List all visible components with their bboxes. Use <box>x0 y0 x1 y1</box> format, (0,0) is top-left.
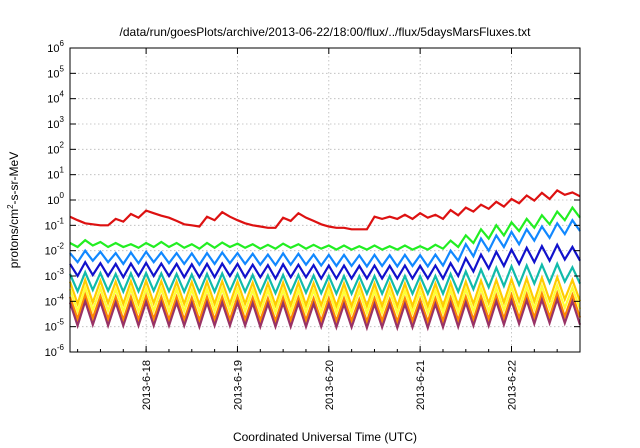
y-tick-label: 104 <box>47 90 64 106</box>
series-line <box>69 218 581 269</box>
y-tick-label: 105 <box>47 64 64 80</box>
series-line <box>69 242 581 281</box>
series-line <box>68 289 582 325</box>
y-axis-label: protons/cm2-s-sr-MeV <box>6 152 21 268</box>
y-tick-label: 100 <box>47 191 64 207</box>
series-line <box>68 273 582 310</box>
x-tick-label: 2013-6-18 <box>141 360 153 410</box>
y-tick-label: 106 <box>47 39 64 55</box>
y-axis-label-before: protons/cm <box>7 209 21 268</box>
y-tick-label: 102 <box>47 140 64 156</box>
x-axis-label: Coordinated Universal Time (UTC) <box>233 430 417 444</box>
series-line <box>68 295 582 332</box>
y-tick-label: 10-2 <box>45 242 65 258</box>
series-line <box>68 282 582 317</box>
y-tick-label: 10-1 <box>45 216 65 232</box>
series-line <box>69 188 581 231</box>
series-line <box>68 261 581 297</box>
y-tick-label: 10-5 <box>45 318 65 334</box>
series-layer <box>68 188 582 332</box>
y-tick-label: 10-6 <box>45 343 65 359</box>
y-axis-label-sup: 2 <box>6 204 15 209</box>
chart-title: /data/run/goesPlots/archive/2013-06-22/1… <box>120 25 532 39</box>
y-tick-label: 101 <box>47 166 64 182</box>
x-axis: 2013-6-18 2013-6-19 2013-6-20 2013-6-21 2013… <box>77 48 581 410</box>
y-axis: 10-6 10-5 10-4 10-3 10-2 10-1 100 101 102 103 104 1… <box>45 39 580 359</box>
y-tick-label: 103 <box>47 115 64 131</box>
y-tick-label: 10-3 <box>45 267 65 283</box>
x-tick-label: 2013-6-19 <box>232 360 244 410</box>
y-axis-label-after: -s-sr-MeV <box>7 152 21 205</box>
series-line <box>69 205 581 251</box>
x-tick-label: 2013-6-21 <box>415 360 427 410</box>
x-tick-label: 2013-6-22 <box>506 360 518 410</box>
y-tick-label: 10-4 <box>45 292 65 308</box>
x-tick-label: 2013-6-20 <box>324 360 336 410</box>
